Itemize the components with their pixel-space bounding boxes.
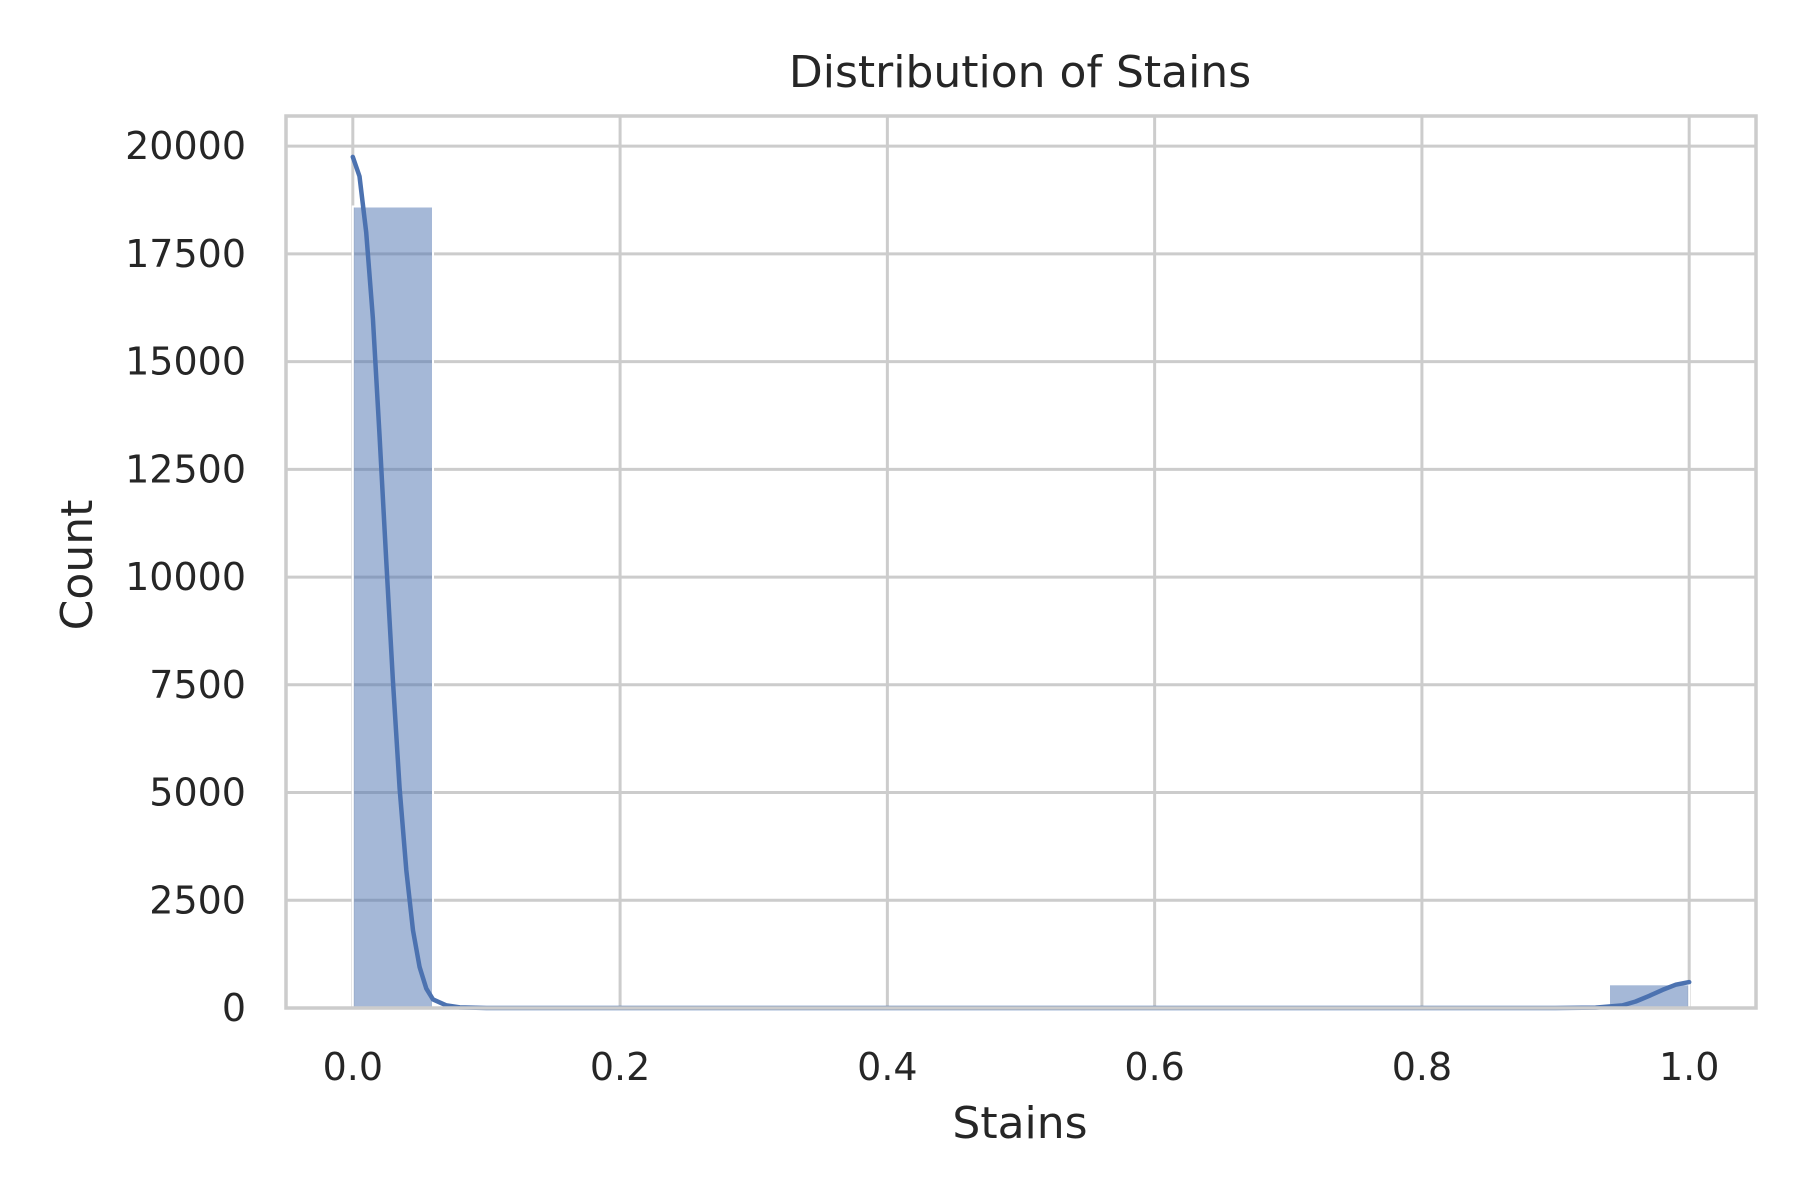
y-tick-label: 12500 bbox=[125, 447, 246, 491]
y-tick-label: 20000 bbox=[125, 124, 246, 168]
x-tick-label: 0.6 bbox=[1124, 1045, 1184, 1089]
y-tick-label: 15000 bbox=[125, 340, 246, 384]
grid-lines bbox=[286, 116, 1756, 1010]
plot-frame bbox=[284, 114, 1758, 1010]
kde-curve bbox=[350, 154, 1692, 1011]
histogram-bar bbox=[351, 205, 434, 1010]
y-tick-label: 2500 bbox=[149, 878, 246, 922]
y-tick-labels: 0 2500 5000 7500 10000 12500 15000 17500 20000 bbox=[125, 124, 246, 1030]
x-tick-labels: 0.0 0.2 0.4 0.6 0.8 1.0 bbox=[323, 1045, 1720, 1089]
histogram-bars bbox=[351, 205, 1691, 1010]
x-tick-label: 0.0 bbox=[323, 1045, 383, 1089]
y-tick-label: 5000 bbox=[149, 771, 246, 815]
x-axis-label: Stains bbox=[952, 1098, 1087, 1149]
y-tick-label: 7500 bbox=[149, 663, 246, 707]
y-tick-label: 10000 bbox=[125, 555, 246, 599]
x-tick-label: 1.0 bbox=[1659, 1045, 1719, 1089]
y-tick-label: 0 bbox=[222, 986, 246, 1030]
x-tick-label: 0.4 bbox=[857, 1045, 917, 1089]
y-axis-label: Count bbox=[52, 500, 103, 631]
chart-title: Distribution of Stains bbox=[789, 47, 1251, 98]
y-tick-label: 17500 bbox=[125, 232, 246, 276]
x-tick-label: 0.2 bbox=[590, 1045, 650, 1089]
x-tick-label: 0.8 bbox=[1392, 1045, 1452, 1089]
